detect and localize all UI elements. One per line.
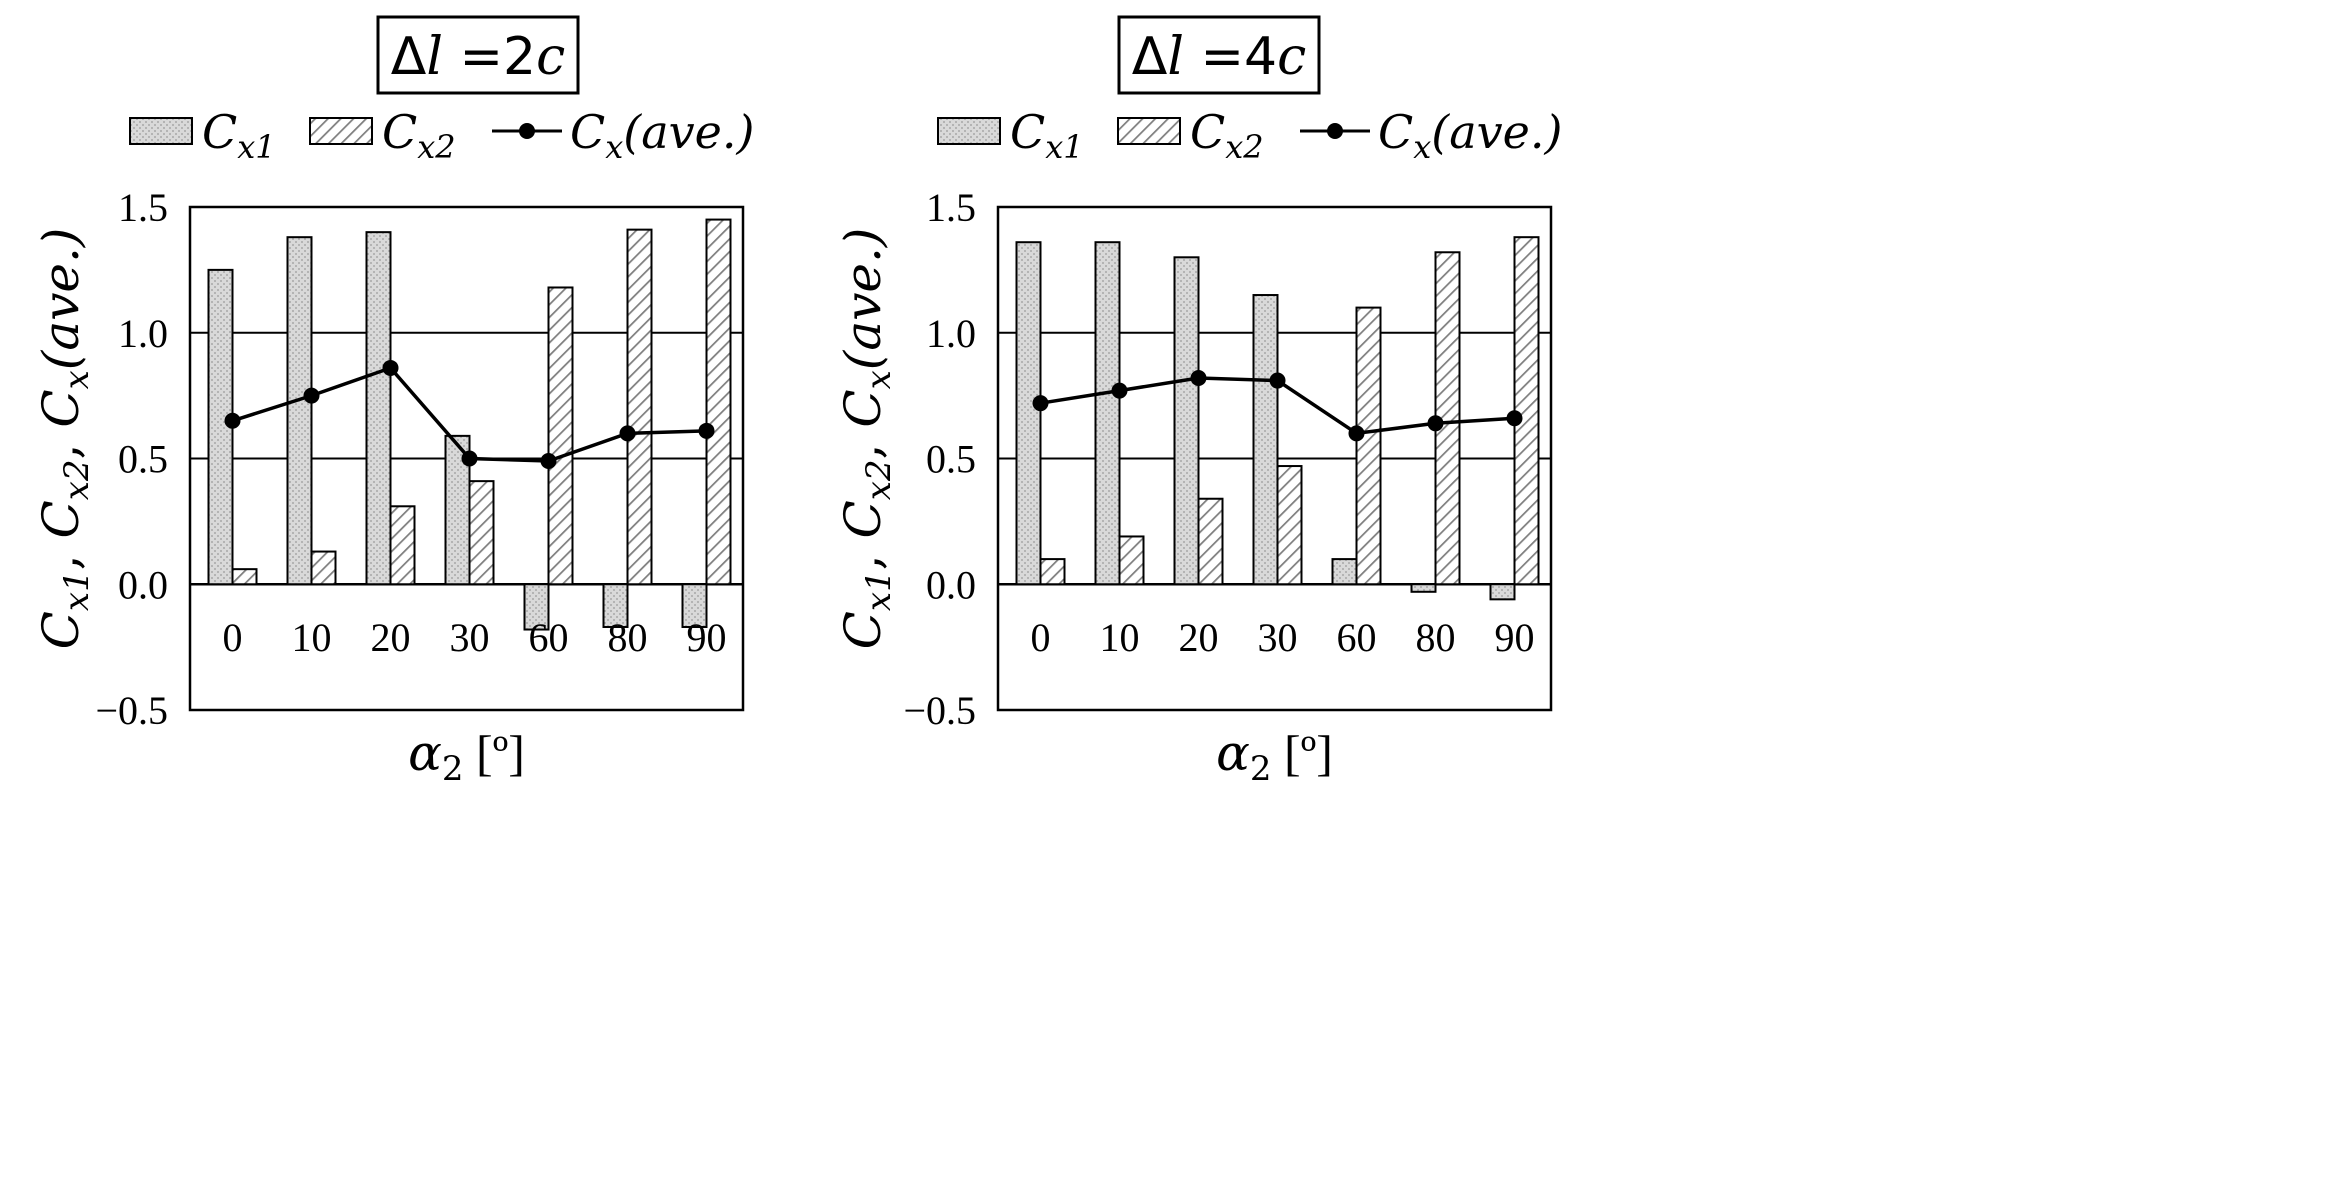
- y-tick-label: 0.0: [118, 562, 168, 607]
- y-tick-label: 1.0: [926, 311, 976, 356]
- x-axis-label: α2 [º]: [1216, 724, 1333, 789]
- legend-swatch-cx2: [1117, 117, 1181, 145]
- bar-cx2: [1039, 558, 1066, 586]
- bar-cx2: [1513, 236, 1540, 586]
- legend-label-cxave: Cx(ave.): [570, 105, 754, 166]
- chart-title-box: Δl =2c: [376, 15, 580, 95]
- bar-cx2: [626, 228, 653, 586]
- x-tick-label: 60: [1337, 615, 1377, 660]
- chart-title: Δl =2c: [391, 27, 566, 87]
- legend-label-cx2: Cx2: [382, 105, 456, 166]
- x-tick-label: 90: [1495, 615, 1535, 660]
- bar-cx1: [1331, 558, 1358, 586]
- legend-item-cxave: Cx(ave.): [492, 105, 754, 166]
- legend: Cx1 Cx2 Cx(ave.): [937, 105, 1562, 166]
- legend-item-cx1: Cx1: [937, 105, 1084, 166]
- legend-label-cx1: Cx1: [202, 105, 276, 166]
- bar-cx2: [1118, 535, 1145, 586]
- bar-cx2: [1276, 465, 1303, 586]
- bar-cx2: [705, 218, 732, 586]
- x-tick-label: 0: [1031, 615, 1051, 660]
- legend: Cx1 Cx2 Cx(ave.): [129, 105, 754, 166]
- point-cxave: [1032, 395, 1049, 412]
- point-cxave: [461, 450, 478, 467]
- y-axis-label: Cx1, Cx2, Cx(ave.): [32, 228, 97, 650]
- legend-marker-cxave: [519, 123, 535, 139]
- x-tick-label: 0: [223, 615, 243, 660]
- bar-cx2: [1197, 497, 1224, 586]
- x-tick-label: 80: [608, 615, 648, 660]
- x-tick-label: 10: [292, 615, 332, 660]
- legend-item-cx2: Cx2: [309, 105, 456, 166]
- x-tick-label: 30: [1258, 615, 1298, 660]
- point-cxave: [1111, 382, 1128, 399]
- point-cxave: [698, 422, 715, 439]
- x-tick-label: 30: [450, 615, 490, 660]
- legend-marker-cxave: [1327, 123, 1343, 139]
- legend-swatch-cx1: [129, 117, 193, 145]
- bar-cx1: [602, 583, 629, 629]
- point-cxave: [1190, 370, 1207, 387]
- point-cxave: [303, 387, 320, 404]
- bar-cx1: [1410, 583, 1437, 593]
- bar-cx1: [1252, 294, 1279, 586]
- legend-swatch-cx2: [309, 117, 373, 145]
- x-axis-label: α2 [º]: [408, 724, 525, 789]
- chart-title: Δl =4c: [1132, 27, 1307, 87]
- bar-cx1: [1173, 256, 1200, 586]
- point-cxave: [1269, 372, 1286, 389]
- x-tick-label: 20: [371, 615, 411, 660]
- legend-label-cxave: Cx(ave.): [1378, 105, 1562, 166]
- bar-cx1: [681, 583, 708, 629]
- x-tick-label: 80: [1416, 615, 1456, 660]
- point-cxave: [540, 453, 557, 470]
- x-tick-label: 10: [1100, 615, 1140, 660]
- y-tick-label: −0.5: [903, 688, 976, 733]
- y-tick-label: −0.5: [95, 688, 168, 733]
- y-tick-label: 0.5: [926, 437, 976, 482]
- x-tick-label: 90: [687, 615, 727, 660]
- title-frame: [376, 15, 580, 95]
- legend-item-cx1: Cx1: [129, 105, 276, 166]
- point-cxave: [619, 425, 636, 442]
- legend-swatch-cx1: [937, 117, 1001, 145]
- point-cxave: [224, 412, 241, 429]
- legend-item-cx2: Cx2: [1117, 105, 1264, 166]
- y-tick-label: 1.0: [118, 311, 168, 356]
- bar-cx2: [1355, 306, 1382, 586]
- point-cxave: [1348, 425, 1365, 442]
- point-cxave: [1506, 410, 1523, 427]
- bar-cx1: [286, 236, 313, 586]
- legend-label-cx2: Cx2: [1190, 105, 1264, 166]
- bar-cx2: [389, 505, 416, 586]
- y-tick-label: 1.5: [118, 185, 168, 230]
- legend-label-cx1: Cx1: [1010, 105, 1084, 166]
- bar-cx2: [231, 568, 258, 586]
- bar-cx2: [547, 286, 574, 586]
- title-frame: [1117, 15, 1321, 95]
- bar-cx1: [365, 231, 392, 586]
- y-tick-label: 0.5: [118, 437, 168, 482]
- bar-cx2: [468, 480, 495, 586]
- point-cxave: [382, 359, 399, 376]
- chart-panel-1: Δl =2c Cx1 Cx2 Cx(ave.) 1.5 1.0 0.5 0.0 −0.5 0 10 2…: [32, 15, 754, 789]
- point-cxave: [1427, 415, 1444, 432]
- y-axis-label: Cx1, Cx2, Cx(ave.): [834, 228, 899, 650]
- x-tick-label: 60: [529, 615, 569, 660]
- bar-cx1: [523, 583, 550, 631]
- chart-panel-2: Δl =4c Cx1 Cx2 Cx(ave.) 1.5 1.0 0.5 0.0 −0.5 0 10 2…: [834, 15, 1562, 789]
- chart-title-box: Δl =4c: [1117, 15, 1321, 95]
- bar-cx1: [1015, 241, 1042, 586]
- bar-cx1: [1489, 583, 1516, 601]
- x-tick-label: 20: [1179, 615, 1219, 660]
- bar-cx1: [1094, 241, 1121, 586]
- y-tick-label: 0.0: [926, 562, 976, 607]
- legend-item-cxave: Cx(ave.): [1300, 105, 1562, 166]
- bar-cx2: [310, 550, 337, 586]
- y-tick-label: 1.5: [926, 185, 976, 230]
